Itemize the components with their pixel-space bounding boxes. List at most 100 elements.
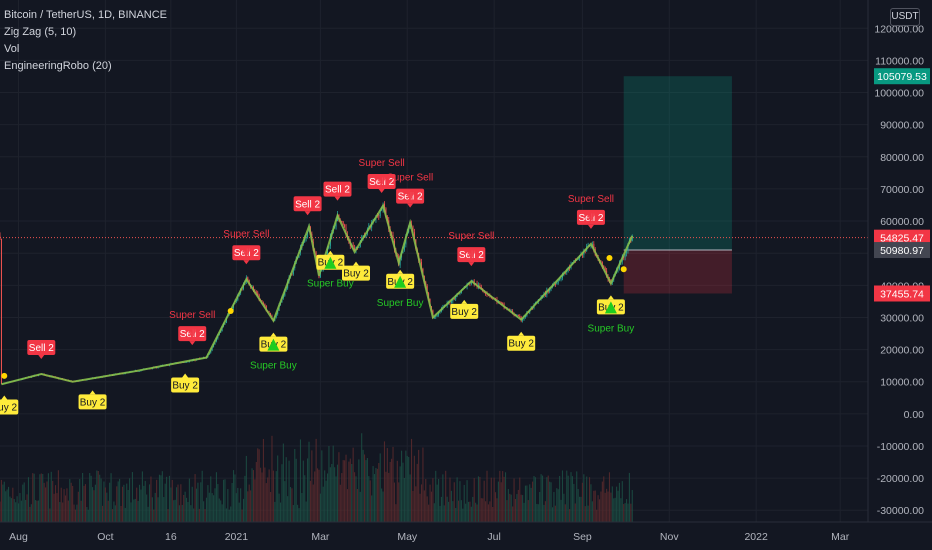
volume-bar <box>53 493 55 522</box>
volume-bar <box>46 481 48 522</box>
volume-bar <box>376 468 378 522</box>
volume-bar <box>579 496 581 522</box>
volume-bar <box>220 500 222 522</box>
volume-bar <box>621 481 623 522</box>
super-sell-text: Super Sell <box>448 231 494 242</box>
volume-bar <box>382 491 384 522</box>
volume-bar <box>519 477 521 522</box>
volume-bar <box>247 491 249 522</box>
volume-bar <box>355 476 357 522</box>
volume-bar <box>119 478 121 522</box>
time-axis[interactable]: Aug Oct 16 2021 Mar May Jul Sep Nov 2022 Mar <box>0 521 932 550</box>
volume-bar <box>299 439 302 522</box>
profit-zone <box>623 76 732 251</box>
volume-bar <box>213 495 215 522</box>
volume-bar <box>372 466 374 522</box>
volume-bar <box>457 500 460 522</box>
volume-bar <box>131 472 133 522</box>
buy-signal: Buy 2 <box>450 299 479 319</box>
super-buy-text: Super Buy <box>377 298 424 309</box>
volume-bar <box>574 503 576 522</box>
time-axis-bg <box>0 522 932 550</box>
candle-body <box>421 261 423 269</box>
volume-bar <box>190 505 192 522</box>
volume-bar <box>83 485 85 522</box>
indicator-volume[interactable]: Vol <box>4 43 20 55</box>
buy-label-box <box>0 399 19 415</box>
volume-bar <box>32 473 34 522</box>
candle-body <box>436 314 438 316</box>
volume-bar <box>576 471 578 522</box>
volume-bar <box>546 477 548 522</box>
volume-bar <box>485 501 487 522</box>
volume-bar <box>563 493 565 522</box>
volume-bar <box>97 470 99 522</box>
volume-bar <box>2 484 4 522</box>
volume-bar <box>627 503 629 522</box>
volume-bar <box>166 476 168 522</box>
volume-bar <box>338 452 340 522</box>
volume-bar <box>45 487 47 522</box>
volume-bar <box>448 501 450 522</box>
long-position-tool[interactable] <box>0 76 868 294</box>
volume-bar <box>141 471 143 522</box>
volume-bar <box>281 464 283 522</box>
super-sell-text: Super Sell <box>169 310 215 321</box>
price-tick-label: -30000.00 <box>877 505 924 517</box>
volume-bar <box>502 471 504 522</box>
sell-triangle-icon <box>240 246 253 258</box>
volume-bar <box>140 489 142 522</box>
volume-bar <box>3 481 5 522</box>
volume-bar <box>618 482 620 522</box>
candle-body <box>0 238 2 385</box>
volume-bar <box>26 494 28 522</box>
volume-bar <box>302 460 304 522</box>
sell-triangle-icon <box>584 210 597 222</box>
candle-body <box>435 315 437 317</box>
volume-bar <box>215 472 217 522</box>
volume-bar <box>497 481 499 522</box>
volume-bar <box>523 502 525 522</box>
volume-bar <box>342 460 344 522</box>
sell-triangle-icon <box>375 174 388 186</box>
price-marker-label: 50980.97 <box>880 245 924 257</box>
buy-label-text: Buy 2 <box>80 397 106 408</box>
time-tick-label: Mar <box>831 531 850 543</box>
volume-bar <box>416 463 418 522</box>
sell-label-box <box>323 181 352 197</box>
price-tick-label: 120000.00 <box>874 23 924 35</box>
super-buy-text: Super Buy <box>588 323 635 334</box>
volume-bar <box>410 438 413 522</box>
candle-body <box>517 315 519 317</box>
volume-bar <box>193 508 195 522</box>
volume-bar <box>495 492 497 522</box>
candle-body <box>365 233 367 238</box>
volume-bar <box>430 491 433 522</box>
time-tick-label: Nov <box>660 531 679 543</box>
buy-signal: Buy 2 <box>78 390 107 410</box>
buy-label-pointer <box>1 395 8 400</box>
volume-bar <box>291 488 293 522</box>
volume-bar <box>242 498 245 522</box>
volume-bar <box>230 506 232 522</box>
volume-bar <box>254 479 256 522</box>
volume-bar <box>156 479 158 522</box>
candle-body <box>479 284 481 287</box>
volume-bar <box>544 501 546 522</box>
volume-bar <box>462 508 464 522</box>
candle-body <box>593 244 595 250</box>
price-axis[interactable]: 120000.00 110000.00 100000.00 90000.00 80000… <box>867 0 932 550</box>
candle-body <box>291 274 293 275</box>
volume-bar <box>153 509 155 522</box>
volume-bar <box>487 504 489 522</box>
symbol-title[interactable]: Bitcoin / TetherUS, 1D, BINANCE <box>4 9 168 21</box>
currency-badge[interactable]: USDT <box>890 8 920 26</box>
price-tick-label: 70000.00 <box>880 184 924 196</box>
indicator-zigzag[interactable]: Zig Zag (5, 10) <box>4 26 77 38</box>
volume-bar <box>365 460 367 522</box>
volume-bar <box>392 446 394 522</box>
indicator-engineeringrobo[interactable]: EngineeringRobo (20) <box>4 60 112 72</box>
volume-bar <box>500 482 502 522</box>
volume-bar <box>584 506 586 522</box>
